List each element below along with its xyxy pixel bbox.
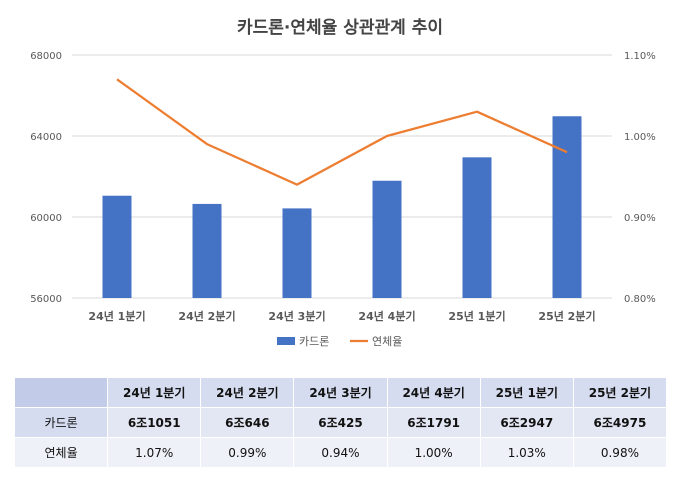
legend-label: 카드론 [299, 335, 329, 348]
table-cell: 6조2947 [479, 407, 574, 438]
table-header-row: 24년 1분기 24년 2분기 24년 3분기 24년 4분기 25년 1분기 … [13, 377, 668, 408]
y-left-tick-label: 64000 [30, 132, 62, 143]
y-right-tick-label: 0.80% [624, 294, 656, 305]
table-row: 연체율 1.07% 0.99% 0.94% 1.00% 1.03% 0.98% [13, 437, 668, 468]
bar [372, 180, 402, 298]
y-right-tick-label: 1.00% [624, 132, 656, 143]
table-cell: 0.99% [200, 437, 295, 468]
y-left-tick-label: 56000 [30, 294, 62, 305]
y-right-tick-label: 0.90% [624, 213, 656, 224]
bar [552, 116, 582, 298]
line-series-yeonchaeyul [116, 78, 568, 186]
table-row: 카드론 6조1051 6조646 6조425 6조1791 6조2947 6조4… [13, 407, 668, 438]
y-left-tick-label: 68000 [30, 51, 62, 62]
table-header-cell: 24년 2분기 [200, 377, 295, 408]
table-cell: 6조646 [200, 407, 295, 438]
table-header-cell: 24년 4분기 [386, 377, 481, 408]
x-tick-label: 25년 2분기 [538, 309, 595, 323]
y-left-tick-label: 60000 [30, 213, 62, 224]
table-cell: 1.07% [107, 437, 202, 468]
data-table: 24년 1분기 24년 2분기 24년 3분기 24년 4분기 25년 1분기 … [13, 377, 668, 468]
table-row-label: 카드론 [13, 407, 109, 438]
table-cell: 0.94% [293, 437, 388, 468]
legend-swatch-bar [277, 337, 295, 345]
legend-label: 연체율 [372, 335, 402, 348]
bar [102, 195, 132, 298]
table-cell: 0.98% [572, 437, 668, 468]
bar [192, 203, 222, 298]
table-header-cell: 25년 2분기 [572, 377, 668, 408]
y-right-tick-label: 1.10% [624, 51, 656, 62]
table-header-cell: 24년 3분기 [293, 377, 388, 408]
x-tick-label: 24년 4분기 [358, 309, 415, 323]
table-row-label: 연체율 [13, 437, 109, 468]
table-cell: 1.03% [479, 437, 574, 468]
chart-title: 카드론·연체율 상관관계 추이 [237, 18, 443, 38]
table-cell: 6조4975 [572, 407, 668, 438]
table-header-cell: 25년 1분기 [479, 377, 574, 408]
x-tick-label: 24년 2분기 [178, 309, 235, 323]
x-tick-label: 24년 1분기 [88, 309, 145, 323]
table-header-cell: 24년 1분기 [107, 377, 202, 408]
chart: 카드론·연체율 상관관계 추이 56000 0.80% 60000 0.90% 64000… [30, 18, 656, 348]
table-cell: 6조1791 [386, 407, 481, 438]
bar [462, 157, 492, 298]
bar [282, 208, 312, 298]
x-tick-label: 24년 3분기 [268, 309, 325, 323]
x-tick-label: 25년 1분기 [448, 309, 505, 323]
table-cell: 6조1051 [107, 407, 202, 438]
table-corner-cell [13, 377, 109, 408]
table-cell: 6조425 [293, 407, 388, 438]
table-cell: 1.00% [386, 437, 481, 468]
